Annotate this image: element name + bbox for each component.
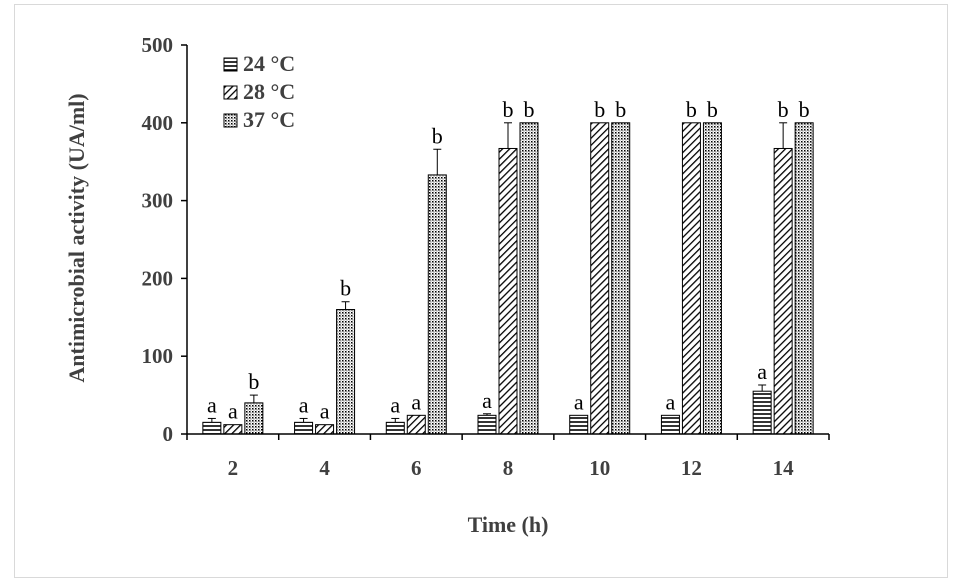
bar bbox=[590, 122, 610, 435]
significance-label: b bbox=[248, 369, 259, 394]
legend-label: 37 °C bbox=[243, 107, 295, 132]
bar bbox=[244, 402, 264, 435]
bar bbox=[294, 421, 314, 435]
y-tick-label: 500 bbox=[142, 33, 174, 57]
significance-label: b bbox=[707, 97, 718, 122]
significance-label: b bbox=[340, 276, 351, 301]
bar bbox=[202, 421, 222, 435]
significance-label: a bbox=[390, 392, 400, 417]
significance-label: a bbox=[207, 392, 217, 417]
bar bbox=[611, 122, 631, 435]
significance-label: a bbox=[574, 389, 584, 414]
x-tick-label: 14 bbox=[773, 456, 795, 480]
significance-label: a bbox=[228, 399, 238, 424]
x-tick-label: 8 bbox=[503, 456, 514, 480]
bar bbox=[477, 414, 497, 435]
bar bbox=[336, 309, 356, 435]
bar bbox=[315, 424, 335, 435]
y-tick-label: 0 bbox=[163, 422, 174, 446]
y-tick-label: 200 bbox=[142, 266, 174, 290]
significance-label: b bbox=[524, 97, 535, 122]
x-tick-label: 4 bbox=[319, 456, 330, 480]
significance-label: a bbox=[482, 388, 492, 413]
bar bbox=[660, 414, 680, 435]
bar bbox=[385, 421, 405, 435]
y-tick-label: 400 bbox=[142, 111, 174, 135]
bars-layer bbox=[202, 122, 814, 435]
significance-label: b bbox=[594, 97, 605, 122]
bar bbox=[223, 424, 243, 435]
bar bbox=[406, 414, 426, 435]
bar bbox=[498, 147, 518, 435]
x-tick-label: 12 bbox=[681, 456, 702, 480]
significance-label: b bbox=[799, 97, 810, 122]
significance-label: a bbox=[757, 359, 767, 384]
x-ticks: 2 4 6 8 10 12 14 bbox=[186, 434, 830, 480]
significance-label: a bbox=[320, 399, 330, 424]
legend-swatch bbox=[223, 85, 238, 100]
bar bbox=[702, 122, 722, 435]
legend: 24 °C 28 °C 37 °C bbox=[223, 51, 295, 132]
x-tick-label: 10 bbox=[589, 456, 610, 480]
significance-label: b bbox=[503, 97, 514, 122]
error-bars-layer bbox=[207, 122, 788, 423]
legend-label: 28 °C bbox=[243, 79, 295, 104]
x-tick-label: 2 bbox=[228, 456, 239, 480]
significance-label: b bbox=[686, 97, 697, 122]
y-tick-label: 100 bbox=[142, 344, 174, 368]
bar bbox=[427, 174, 447, 435]
x-tick-label: 6 bbox=[411, 456, 422, 480]
bar bbox=[519, 122, 539, 435]
bar bbox=[794, 122, 814, 435]
bar bbox=[569, 414, 589, 435]
legend-swatch bbox=[223, 57, 238, 72]
bar bbox=[773, 147, 793, 435]
significance-label: a bbox=[666, 389, 676, 414]
significance-label: b bbox=[778, 97, 789, 122]
y-ticks: 0 100 200 300 400 500 bbox=[142, 33, 187, 446]
axes bbox=[186, 45, 829, 435]
y-tick-label: 300 bbox=[142, 189, 174, 213]
significance-label: a bbox=[411, 389, 421, 414]
legend-swatch bbox=[223, 113, 238, 128]
x-axis-title: Time (h) bbox=[468, 512, 549, 537]
significance-label: b bbox=[432, 123, 443, 148]
bar bbox=[681, 122, 701, 435]
significance-label: a bbox=[299, 392, 309, 417]
legend-label: 24 °C bbox=[243, 51, 295, 76]
significance-label: b bbox=[615, 97, 626, 122]
bar bbox=[752, 390, 772, 435]
y-axis-title: Antimicrobial activity (UA/ml) bbox=[64, 93, 89, 382]
